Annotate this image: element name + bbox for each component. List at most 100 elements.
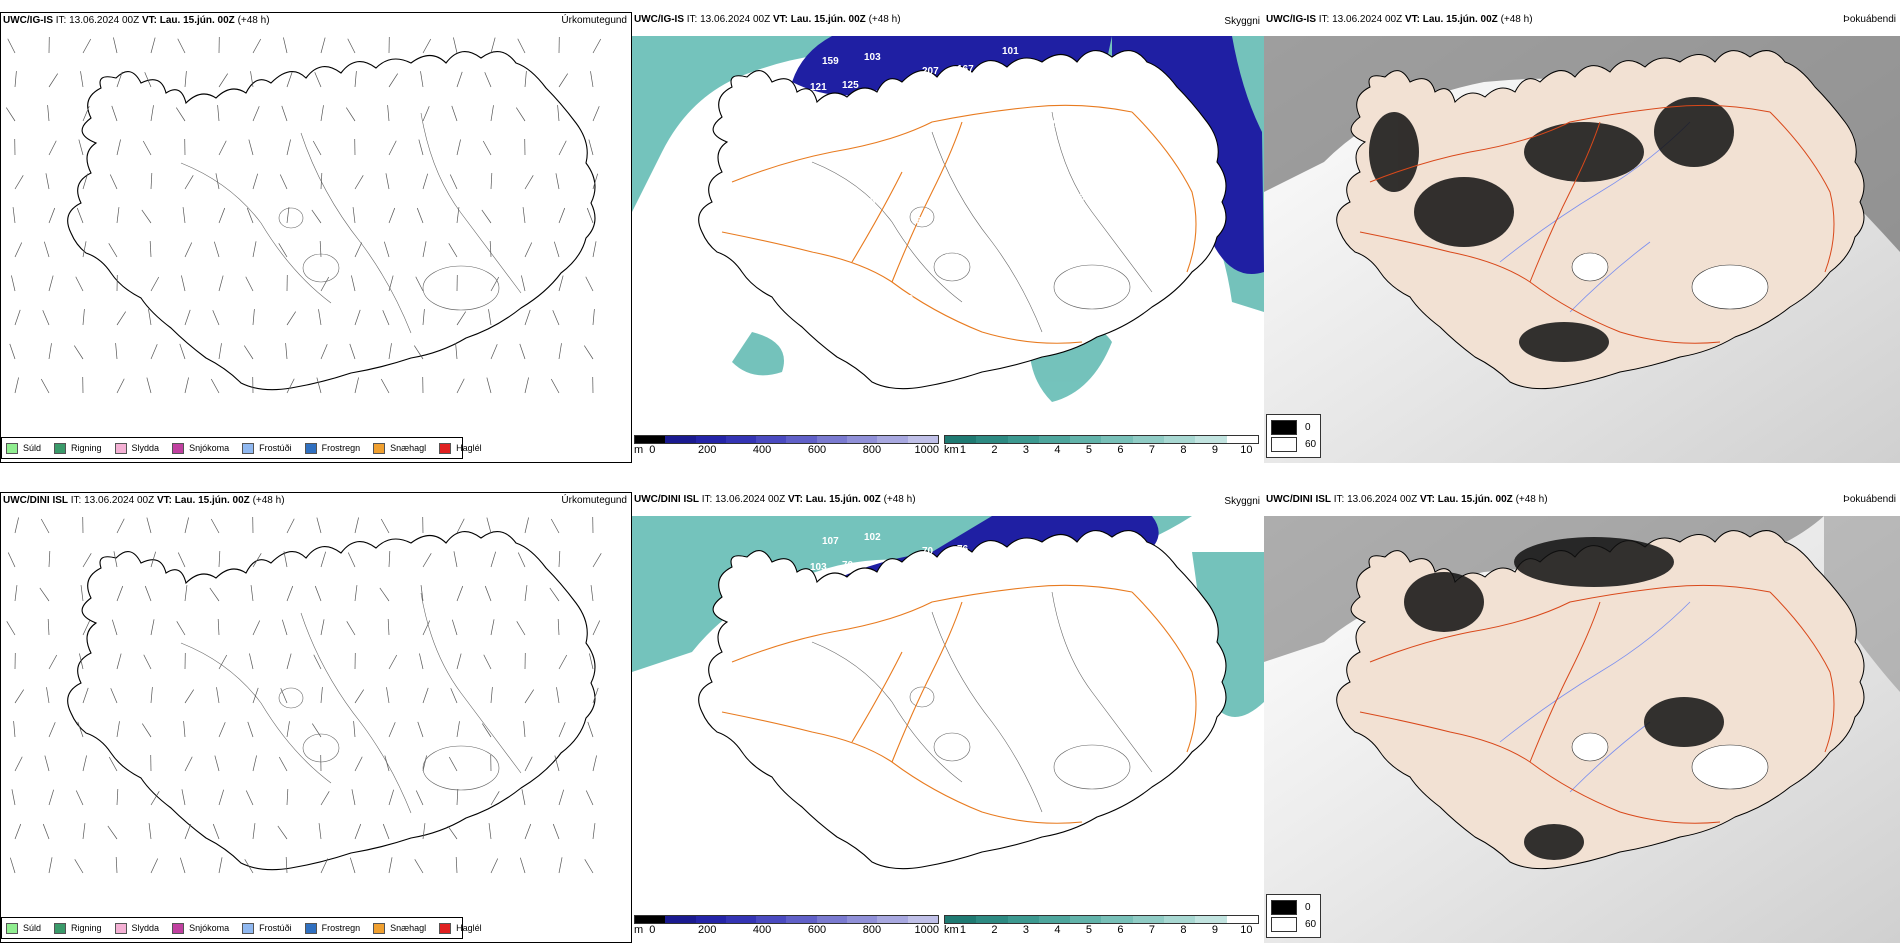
colorbar-segment xyxy=(945,916,977,923)
wind-barb xyxy=(311,209,322,224)
wind-barb xyxy=(111,105,118,122)
wind-barb xyxy=(281,619,288,636)
wind-barb xyxy=(245,790,254,806)
wind-barb xyxy=(388,207,396,224)
wind-barb xyxy=(354,756,363,772)
wind-barb xyxy=(318,309,322,326)
colorbar-segment xyxy=(665,436,696,443)
cloud-base-label: 73 xyxy=(902,294,914,305)
cloud-base-label: 70 xyxy=(922,546,934,557)
colorbar-segment xyxy=(877,436,908,443)
legend-label: Rigning xyxy=(71,443,102,453)
wind-barb xyxy=(179,343,186,360)
colorbar-segment xyxy=(976,436,1008,443)
wind-barb xyxy=(415,276,424,292)
cloud-base-label: 86 xyxy=(890,562,902,573)
wind-barb xyxy=(286,585,294,602)
wind-barb xyxy=(524,309,531,326)
wind-barb xyxy=(383,241,390,258)
wind-barb xyxy=(456,71,463,88)
wind-barb xyxy=(380,518,390,534)
wind-barb xyxy=(380,378,390,394)
wind-barb xyxy=(516,621,526,636)
wind-barb xyxy=(320,551,327,568)
legend-swatch xyxy=(439,922,452,934)
colorbar-segment xyxy=(1132,916,1165,923)
wind-barb xyxy=(113,551,118,568)
wind-barb xyxy=(584,859,594,874)
wind-barb xyxy=(422,241,427,258)
wind-barb xyxy=(448,243,458,258)
colorbar-unit: m xyxy=(634,444,644,456)
colorbar-segment xyxy=(1195,916,1227,923)
wind-barb xyxy=(490,551,497,568)
legend-swatch xyxy=(114,442,127,454)
wind-barb xyxy=(252,553,262,568)
wind-barb xyxy=(252,823,256,840)
fog-dark-patches xyxy=(1369,97,1734,362)
panel-header: UWC/DINI ISL IT: 13.06.2024 00Z VT: Lau.… xyxy=(634,494,916,505)
wind-barb xyxy=(82,38,92,54)
cloud-base-label: 207 xyxy=(922,66,939,77)
wind-barb xyxy=(490,344,498,360)
colorbar-segment xyxy=(635,436,666,443)
wind-barb xyxy=(592,309,595,326)
colorbar-segment xyxy=(816,916,848,923)
fog-legend-label: 0 xyxy=(1305,902,1311,913)
wind-barb xyxy=(48,207,56,224)
wind-barb xyxy=(320,858,329,874)
wind-barb xyxy=(177,552,186,568)
wind-barb xyxy=(218,140,227,156)
wind-barb xyxy=(179,857,186,874)
wind-barb xyxy=(7,38,16,54)
wind-barb xyxy=(278,756,288,772)
colorbar-strip xyxy=(634,915,939,924)
legend-swatch xyxy=(304,922,317,934)
wind-barb xyxy=(45,173,50,190)
visibility-colorbar: km 1 2 3 4 5 6 7 8 9 10 xyxy=(944,435,1259,457)
fog-legend-swatch xyxy=(1271,917,1297,932)
wind-barb xyxy=(212,823,220,840)
wind-barb xyxy=(252,173,259,190)
wind-barb xyxy=(116,71,123,88)
wind-barb xyxy=(218,722,226,738)
wind-barb xyxy=(418,139,424,156)
wind-barb xyxy=(150,858,159,874)
wind-barb xyxy=(144,585,152,602)
wind-barb xyxy=(486,517,492,534)
panel-title: Úrkomutegund xyxy=(561,495,627,506)
colorbar-tick-label: 8 xyxy=(1180,924,1187,936)
colorbar-segment xyxy=(635,916,666,923)
fog-dark-patches xyxy=(1404,537,1724,860)
cloud-base-panel-bottom: 107 102 103 70 86 70 76 135 78 58 UWC/DINI ISL IT… xyxy=(632,492,1264,943)
colorbar-ticks: m 0 200 400 600 800 1000 xyxy=(634,924,939,937)
wind-barb xyxy=(143,654,152,670)
cloud-base-label: 159 xyxy=(822,56,839,67)
wind-barb xyxy=(490,791,500,806)
wind-barb xyxy=(246,207,254,224)
wind-barb xyxy=(108,243,118,258)
colorbar-unit: km xyxy=(944,444,959,456)
wind-barb xyxy=(455,857,458,874)
legend-item: Súld xyxy=(6,922,41,934)
wind-barb xyxy=(150,791,160,806)
fog-legend-row: 0 xyxy=(1271,900,1316,915)
wind-barb xyxy=(82,755,87,772)
wind-barb xyxy=(349,857,356,874)
wind-barb xyxy=(312,140,322,156)
wind-barb xyxy=(184,377,189,394)
wind-barb xyxy=(354,71,357,88)
wind-barb xyxy=(74,859,84,874)
wind-barb xyxy=(141,209,152,224)
wind-barb xyxy=(47,619,50,636)
wind-barb xyxy=(14,377,19,394)
wind-barb xyxy=(146,517,152,534)
cloud-base-panel-top: 159 103 121 125 197 207 167 138 72 92 101 66 93 75 62 7… xyxy=(632,12,1264,463)
wind-barb xyxy=(483,654,492,670)
wind-barb xyxy=(552,823,560,840)
wind-barb xyxy=(320,344,328,360)
cloud-base-label: 138 xyxy=(942,84,959,95)
wind-barb xyxy=(14,585,18,602)
wind-barb xyxy=(420,585,424,602)
wind-barb xyxy=(448,756,458,772)
